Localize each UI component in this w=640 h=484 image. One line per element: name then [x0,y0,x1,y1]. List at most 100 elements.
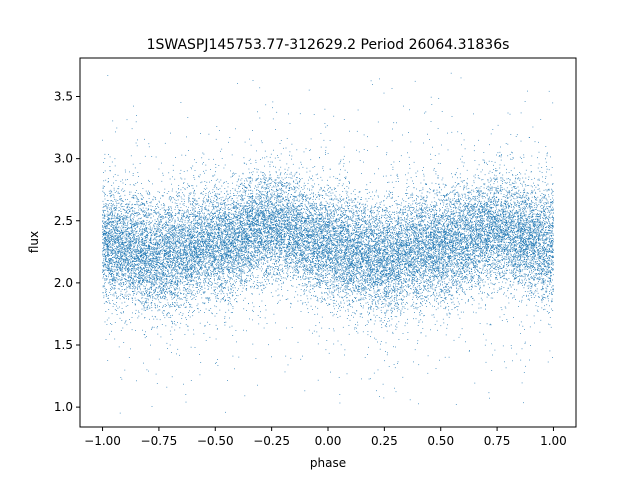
data-point [501,226,503,228]
data-point [394,211,395,213]
data-point [512,239,514,241]
data-point [294,274,295,276]
data-point [439,243,441,245]
data-point [354,289,356,291]
data-point [247,266,248,268]
data-point [307,260,308,261]
data-point [495,238,497,239]
data-point [392,169,394,170]
data-point [202,152,204,154]
data-point [509,191,511,193]
data-point [346,269,348,270]
data-point [390,250,391,252]
data-point [360,248,362,250]
data-point [305,273,306,275]
data-point [127,224,129,226]
data-point [157,326,158,327]
data-point [302,254,304,256]
data-point [524,254,526,256]
data-point [193,285,194,286]
data-point [233,258,234,260]
data-point [190,233,191,235]
data-point [352,227,353,229]
data-point [268,279,270,281]
data-point [408,222,410,224]
data-point [484,192,486,194]
data-point [193,192,194,194]
data-point [296,234,298,236]
data-point [507,242,509,243]
data-point [185,294,187,296]
data-point [315,229,316,231]
data-point [384,237,386,238]
data-point [307,312,309,313]
data-point [300,263,302,265]
data-point [537,232,539,234]
data-point [396,303,398,305]
data-point [189,306,191,308]
data-point [470,214,472,216]
data-point [520,213,522,214]
data-point [390,234,391,236]
data-point [117,191,119,193]
data-point [238,270,240,272]
data-point [442,207,443,208]
data-point [326,234,327,236]
data-point [298,271,300,272]
data-point [433,210,435,212]
data-point [407,253,409,255]
data-point [164,263,165,265]
data-point [324,226,326,228]
data-point [321,221,323,222]
data-point [234,285,235,286]
data-point [428,260,429,262]
data-point [526,204,527,206]
data-point [432,205,434,206]
data-point [227,255,229,257]
data-point [184,267,186,268]
data-point [405,244,406,246]
data-point [255,159,257,161]
data-point [381,301,383,303]
data-point [428,242,429,244]
data-point [532,202,534,203]
data-point [372,191,373,193]
data-point [245,260,247,262]
data-point [109,209,110,210]
data-point [232,312,233,313]
data-point [499,316,501,318]
data-point [487,195,488,197]
data-point [475,242,477,244]
data-point [448,256,450,257]
data-point [339,238,341,240]
data-point [226,293,228,295]
data-point [187,238,189,240]
data-point [253,245,255,247]
data-point [346,249,348,250]
data-point [463,241,464,242]
data-point [177,292,178,294]
data-point [268,186,270,188]
data-point [435,231,437,232]
data-point [286,138,288,139]
data-point [482,252,483,254]
data-point [514,245,515,247]
data-point [211,241,213,242]
data-point [262,221,264,222]
data-point [161,278,163,280]
data-point [124,230,126,232]
data-point [277,185,279,187]
data-point [249,268,251,270]
data-point [470,227,472,228]
data-point [290,242,292,244]
data-point [544,223,546,224]
data-point [290,263,292,264]
data-point [176,236,178,238]
data-point [444,293,446,295]
data-point [410,271,412,273]
data-point [247,214,249,216]
data-point [400,241,402,243]
data-point [294,187,296,189]
data-point [268,216,269,218]
data-point [483,243,485,245]
